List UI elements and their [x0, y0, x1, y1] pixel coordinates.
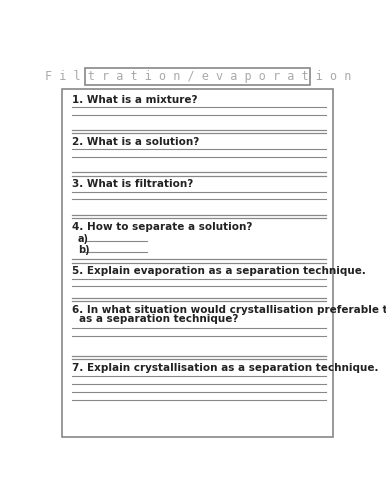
Text: 5. Explain evaporation as a separation technique.: 5. Explain evaporation as a separation t…: [71, 266, 366, 276]
Text: 6. In what situation would crystallisation preferable to evaporation: 6. In what situation would crystallisati…: [71, 305, 386, 315]
FancyBboxPatch shape: [85, 68, 310, 84]
FancyBboxPatch shape: [62, 90, 334, 438]
Text: a): a): [78, 234, 89, 244]
Text: as a separation technique?: as a separation technique?: [79, 314, 239, 324]
Text: 3. What is filtration?: 3. What is filtration?: [71, 180, 193, 190]
Text: F i l t r a t i o n / e v a p o r a t i o n: F i l t r a t i o n / e v a p o r a t i …: [45, 70, 351, 82]
Text: b): b): [78, 245, 89, 255]
Text: 7. Explain crystallisation as a separation technique.: 7. Explain crystallisation as a separati…: [71, 362, 378, 372]
Text: 4. How to separate a solution?: 4. How to separate a solution?: [71, 222, 252, 232]
Text: 1. What is a mixture?: 1. What is a mixture?: [71, 94, 197, 104]
Text: 2. What is a solution?: 2. What is a solution?: [71, 137, 199, 147]
